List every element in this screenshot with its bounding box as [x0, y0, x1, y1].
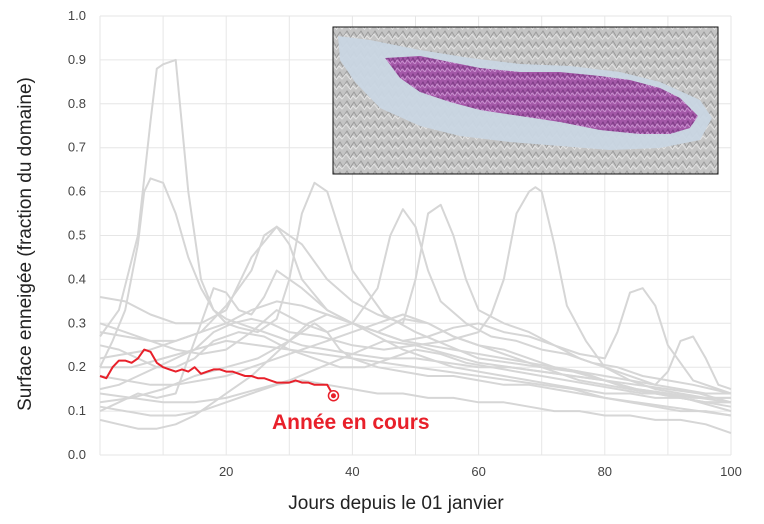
history-series-line [99, 225, 732, 395]
y-tick-label: 0.7 [68, 140, 86, 155]
current-year-annotation: Année en cours [272, 411, 430, 434]
y-tick-label: 0.2 [68, 359, 86, 374]
tick-labels: 0.0 0.1 0.2 0.3 0.4 0.5 0.6 0.7 0.8 0.9 1.0 20 40 60 8… [68, 8, 742, 479]
x-tick-label: 80 [598, 464, 612, 479]
x-tick-label: 20 [219, 464, 233, 479]
history-series-line [99, 313, 731, 404]
inset-frame [332, 26, 719, 175]
history-series-line [99, 339, 732, 404]
current-year-line [99, 348, 335, 397]
historical-years [99, 58, 732, 435]
y-tick-label: 0.8 [68, 96, 86, 111]
x-tick-label: 40 [345, 464, 359, 479]
x-axis-title: Jours depuis le 01 janvier [288, 493, 504, 514]
high-snow-zone [385, 56, 698, 134]
history-series-line [99, 300, 732, 391]
y-tick-label: 0.5 [68, 228, 86, 243]
y-tick-label: 0.1 [68, 403, 86, 418]
y-tick-label: 0.4 [68, 271, 86, 286]
history-series-line [99, 313, 731, 430]
y-tick-label: 0.9 [68, 52, 86, 67]
terrain-map-inset [332, 26, 719, 175]
history-series-line [99, 177, 732, 413]
y-tick-label: 0.3 [68, 315, 86, 330]
x-tick-label: 60 [471, 464, 485, 479]
x-tick-label: 100 [720, 464, 742, 479]
history-series-line [99, 331, 731, 399]
y-axis-title: Surface enneigée (fraction du domaine) [15, 77, 36, 411]
history-series-line [100, 339, 732, 417]
history-series-line [99, 379, 732, 435]
y-tick-label: 1.0 [68, 8, 86, 23]
y-tick-label: 0.6 [68, 184, 86, 199]
current-point [330, 393, 336, 399]
current-year [99, 348, 340, 402]
history-series-line [99, 208, 732, 395]
y-tick-label: 0.0 [68, 447, 86, 462]
history-series-line [99, 186, 731, 399]
